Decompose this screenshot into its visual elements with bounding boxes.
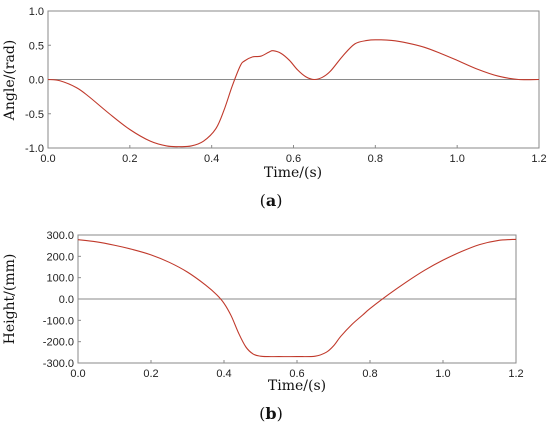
- y-tick-label: 0.5: [29, 40, 44, 52]
- x-axis-label-a: Time/(s): [264, 165, 322, 181]
- x-ticks-a: 0.0 0.2 0.4 0.6 0.8 1.0 1.2: [40, 145, 547, 165]
- x-tick-label: 0.6: [286, 153, 301, 165]
- y-tick-label: -300.0: [43, 358, 74, 370]
- x-tick-label: 1.0: [450, 153, 465, 165]
- y-ticks-b: -300.0 -200.0 -100.0 0.0 100.0 200.0 300.0: [43, 230, 81, 370]
- y-tick-label: 200.0: [46, 251, 74, 263]
- x-tick-label: 0.2: [143, 368, 158, 380]
- panel-label-a: (a): [260, 191, 283, 210]
- panel-label-b: (b): [259, 404, 283, 423]
- y-tick-label: -100.0: [43, 315, 74, 327]
- y-tick-label: -1.0: [25, 143, 44, 155]
- chart-panel-b: 0.0 0.2 0.4 0.6 0.8 1.0 1.2 -300.0 -200.0 -100.0…: [2, 230, 524, 423]
- x-ticks-b: 0.0 0.2 0.4 0.6 0.8 1.0 1.2: [70, 360, 524, 380]
- x-tick-label: 1.2: [508, 368, 523, 380]
- y-tick-label: 0.0: [59, 294, 74, 306]
- y-tick-label: -0.5: [25, 109, 44, 121]
- x-tick-label: 1.2: [531, 153, 546, 165]
- y-tick-label: 0.0: [29, 75, 44, 87]
- y-tick-label: 1.0: [29, 6, 44, 18]
- chart-panel-a: 0.0 0.2 0.4 0.6 0.8 1.0 1.2 -1.0-0.50.00.51.0 …: [2, 6, 547, 210]
- series-line-b: [77, 238, 517, 358]
- y-tick-label: -200.0: [43, 337, 74, 349]
- y-tick-label: 100.0: [46, 273, 74, 285]
- x-tick-label: 0.2: [122, 153, 137, 165]
- y-tick-label: 300.0: [46, 230, 74, 242]
- y-ticks-a: -1.0 -0.5 0.0 0.5 1.0: [25, 6, 51, 155]
- x-axis-label-b: Time/(s): [268, 378, 326, 394]
- x-tick-label: 0.8: [362, 368, 377, 380]
- series-line-a: [47, 39, 540, 148]
- panel-letter-b: b: [265, 404, 276, 423]
- panel-letter-a: a: [266, 191, 276, 210]
- x-tick-label: 1.0: [435, 368, 450, 380]
- x-tick-label: 0.8: [368, 153, 383, 165]
- x-tick-label: 0.4: [204, 153, 219, 165]
- x-tick-label: 0.0: [70, 368, 85, 380]
- y-axis-label-b: Height/(mm): [2, 254, 18, 345]
- x-tick-label: 0.4: [216, 368, 231, 380]
- x-tick-label: 0.6: [289, 368, 304, 380]
- x-tick-label: 0.0: [40, 153, 55, 165]
- y-axis-label-a: Angle/(rad): [2, 40, 18, 122]
